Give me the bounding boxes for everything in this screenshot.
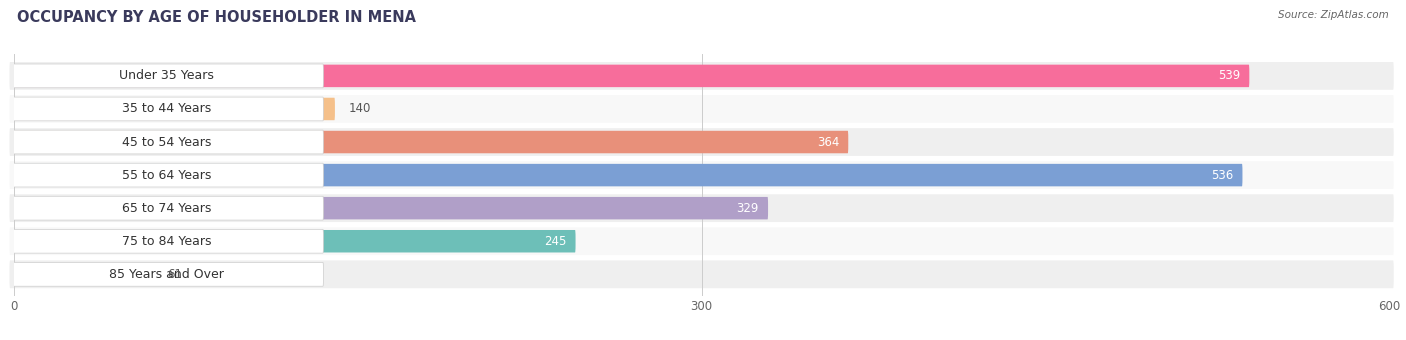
Text: 45 to 54 Years: 45 to 54 Years (122, 136, 211, 149)
Text: 364: 364 (817, 136, 839, 149)
FancyBboxPatch shape (10, 130, 323, 154)
Text: 35 to 44 Years: 35 to 44 Years (122, 102, 211, 116)
Text: 55 to 64 Years: 55 to 64 Years (122, 169, 211, 182)
FancyBboxPatch shape (14, 230, 575, 253)
FancyBboxPatch shape (14, 164, 1243, 186)
FancyBboxPatch shape (10, 62, 1393, 90)
FancyBboxPatch shape (10, 97, 323, 121)
FancyBboxPatch shape (10, 230, 323, 253)
Text: Source: ZipAtlas.com: Source: ZipAtlas.com (1278, 10, 1389, 20)
Text: 65 to 74 Years: 65 to 74 Years (122, 202, 211, 215)
FancyBboxPatch shape (10, 64, 323, 88)
FancyBboxPatch shape (14, 263, 153, 286)
Text: OCCUPANCY BY AGE OF HOUSEHOLDER IN MENA: OCCUPANCY BY AGE OF HOUSEHOLDER IN MENA (17, 10, 416, 25)
FancyBboxPatch shape (10, 163, 323, 187)
Text: Under 35 Years: Under 35 Years (120, 69, 214, 82)
FancyBboxPatch shape (14, 65, 1250, 87)
FancyBboxPatch shape (10, 260, 1393, 288)
Text: 75 to 84 Years: 75 to 84 Years (122, 235, 211, 248)
FancyBboxPatch shape (10, 262, 323, 286)
FancyBboxPatch shape (10, 227, 1393, 255)
Text: 329: 329 (737, 202, 759, 215)
Text: 539: 539 (1218, 69, 1240, 82)
Text: 536: 536 (1211, 169, 1233, 182)
Text: 140: 140 (349, 102, 371, 116)
FancyBboxPatch shape (10, 194, 1393, 222)
FancyBboxPatch shape (10, 161, 1393, 189)
FancyBboxPatch shape (10, 95, 1393, 123)
FancyBboxPatch shape (14, 98, 335, 120)
FancyBboxPatch shape (10, 128, 1393, 156)
Text: 245: 245 (544, 235, 567, 248)
Text: 61: 61 (167, 268, 183, 281)
FancyBboxPatch shape (14, 131, 848, 153)
FancyBboxPatch shape (10, 196, 323, 220)
FancyBboxPatch shape (14, 197, 768, 219)
Text: 85 Years and Over: 85 Years and Over (110, 268, 224, 281)
